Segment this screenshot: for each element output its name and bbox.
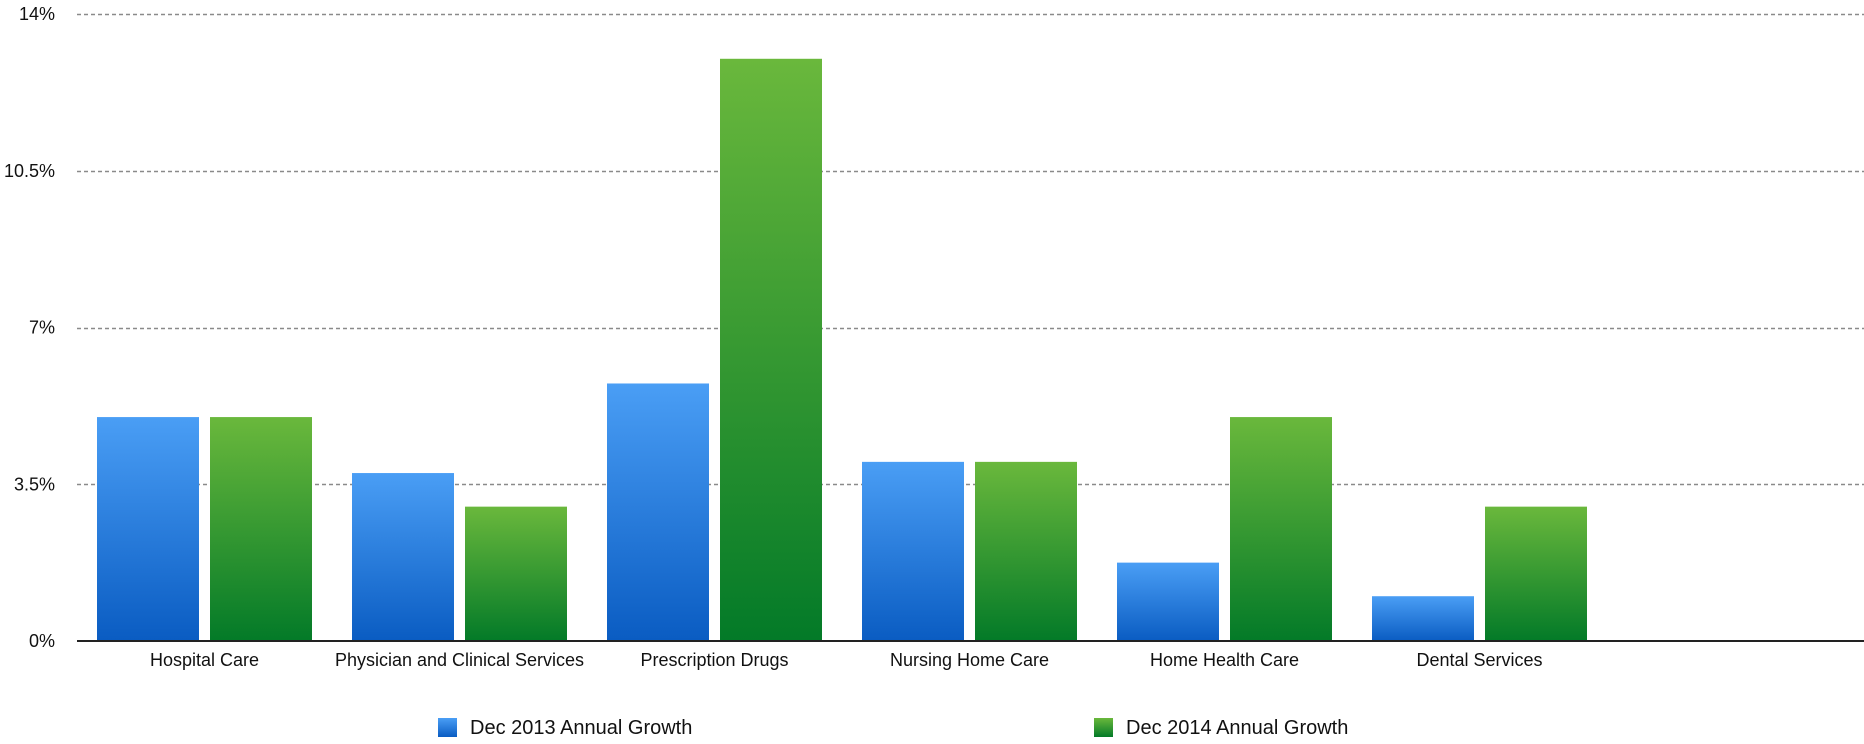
- x-tick-label: Dental Services: [1416, 650, 1542, 670]
- legend-item: Dec 2013 Annual Growth: [438, 717, 692, 739]
- y-tick-label: 3.5%: [14, 474, 55, 494]
- bar-dec-2013-hospital-care: [97, 417, 199, 641]
- legend-swatch: [438, 718, 457, 737]
- legend-swatch: [1094, 718, 1113, 737]
- y-tick-label: 14%: [19, 4, 55, 24]
- y-tick-label: 0%: [29, 631, 55, 651]
- x-tick-label: Hospital Care: [150, 650, 259, 670]
- legend: Dec 2013 Annual Growth Dec 2014 Annual Gr…: [438, 717, 1348, 739]
- bar-dec-2014-dental-services: [1485, 506, 1587, 641]
- bar-dec-2013-nursing-home-care: [862, 461, 964, 641]
- bar-dec-2014-hospital-care: [210, 417, 312, 641]
- bars: [97, 58, 1587, 642]
- legend-label: Dec 2013 Annual Growth: [470, 717, 692, 739]
- bar-dec-2014-physician-and-clinical-services: [465, 506, 567, 641]
- bar-dec-2013-home-health-care: [1117, 562, 1219, 641]
- x-tick-label: Nursing Home Care: [890, 650, 1049, 670]
- y-tick-label: 7%: [29, 318, 55, 338]
- x-tick-label: Physician and Clinical Services: [335, 650, 584, 670]
- gridlines: [77, 13, 1864, 486]
- bar-dec-2013-dental-services: [1372, 596, 1474, 641]
- bar-dec-2013-prescription-drugs: [607, 383, 709, 641]
- legend-item: Dec 2014 Annual Growth: [1094, 717, 1348, 739]
- y-axis-tick-labels: 0% 3.5% 7% 10.5% 14%: [4, 4, 55, 651]
- x-tick-label: Home Health Care: [1150, 650, 1299, 670]
- bar-dec-2013-physician-and-clinical-services: [352, 473, 454, 641]
- x-axis-tick-labels: Hospital Care Physician and Clinical Serv…: [150, 650, 1543, 670]
- legend-label: Dec 2014 Annual Growth: [1126, 717, 1348, 739]
- bar-dec-2014-home-health-care: [1230, 417, 1332, 641]
- bar-dec-2014-prescription-drugs: [720, 58, 822, 642]
- bar-dec-2014-nursing-home-care: [975, 461, 1077, 641]
- x-tick-label: Prescription Drugs: [640, 650, 788, 670]
- y-tick-label: 10.5%: [4, 161, 55, 181]
